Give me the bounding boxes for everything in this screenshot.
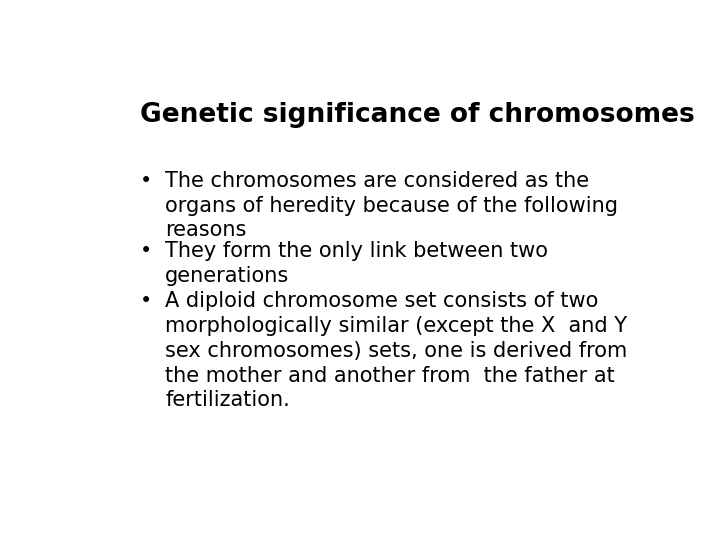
Text: Genetic significance of chromosomes: Genetic significance of chromosomes (140, 102, 695, 128)
Text: They form the only link between two
generations: They form the only link between two gene… (166, 241, 549, 286)
Text: •: • (140, 241, 153, 261)
Text: A diploid chromosome set consists of two
morphologically similar (except the X  : A diploid chromosome set consists of two… (166, 291, 628, 410)
Text: The chromosomes are considered as the
organs of heredity because of the followin: The chromosomes are considered as the or… (166, 171, 618, 240)
Text: •: • (140, 291, 153, 311)
Text: •: • (140, 171, 153, 191)
